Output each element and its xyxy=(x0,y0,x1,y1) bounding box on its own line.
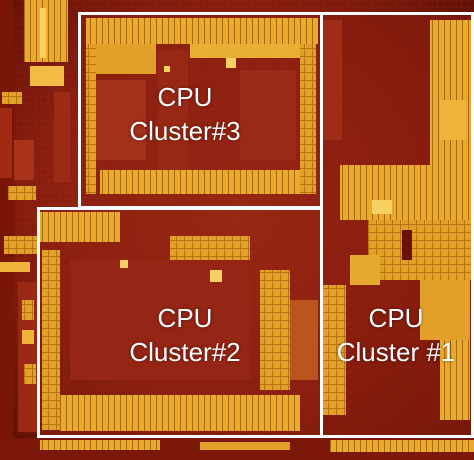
top-left-blocks xyxy=(14,0,70,182)
cluster-outlines xyxy=(37,12,474,438)
cluster-1-outline xyxy=(320,12,474,438)
cluster-3-region xyxy=(80,14,321,207)
cluster-1-label-line2: Cluster #1 xyxy=(336,337,456,367)
cluster-1-label: CPU Cluster #1 xyxy=(318,301,474,369)
cluster-2-region xyxy=(38,208,321,436)
cluster-1-region xyxy=(321,14,474,436)
cluster-2-label-line2: Cluster#2 xyxy=(129,337,241,367)
cluster-1-label-line1: CPU xyxy=(368,303,424,333)
cluster-2-label-line1: CPU xyxy=(157,303,213,333)
left-edge-blocks xyxy=(0,0,38,460)
cluster-3-label-line1: CPU xyxy=(157,82,213,112)
cluster-3-label: CPU Cluster#3 xyxy=(95,80,275,148)
bottom-edge-blocks xyxy=(0,438,474,460)
cluster-3-label-line2: Cluster#3 xyxy=(129,116,241,146)
cluster-2-label: CPU Cluster#2 xyxy=(95,301,275,369)
